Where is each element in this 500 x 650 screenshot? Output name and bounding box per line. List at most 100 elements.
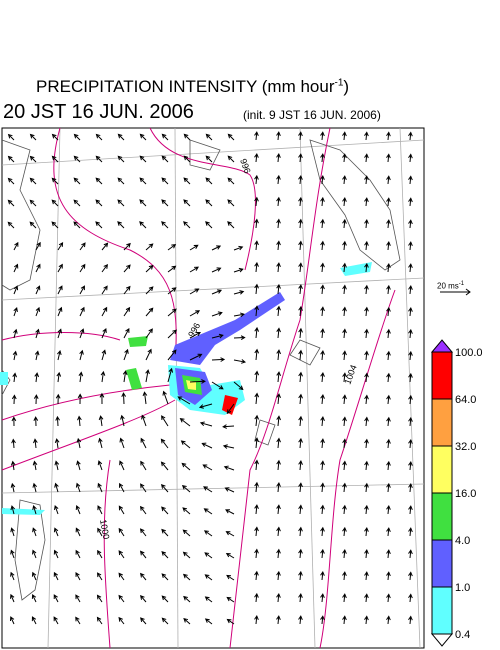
wind-arrow — [7, 221, 15, 229]
wind-scale-sup: -1 — [458, 281, 465, 287]
wind-arrow — [364, 593, 369, 603]
wind-arrow — [223, 465, 235, 471]
wind-arrow — [320, 196, 325, 207]
wind-arrow — [254, 414, 260, 427]
wind-arrow — [183, 177, 191, 185]
wind-arrow — [95, 177, 103, 185]
wind-arrow — [139, 199, 147, 207]
wind-arrow — [11, 416, 17, 427]
wind-arrow — [31, 571, 37, 581]
wind-arrow — [225, 552, 235, 559]
wind-arrow — [101, 349, 107, 361]
wind-arrow — [53, 549, 59, 559]
wind-arrow — [75, 527, 81, 537]
wind-arrow — [101, 328, 107, 339]
wind-arrow — [139, 572, 147, 581]
wind-arrow — [204, 596, 213, 603]
wind-arrow — [95, 133, 103, 141]
wind-arrow — [226, 618, 235, 625]
wind-arrow — [276, 459, 281, 471]
wind-arrow — [97, 460, 103, 471]
colorbar-cap — [430, 633, 454, 647]
wind-arrow — [79, 242, 86, 251]
wind-arrow — [298, 218, 303, 229]
wind-arrow — [182, 529, 191, 537]
wind-arrow — [140, 595, 147, 603]
wind-arrow — [342, 593, 347, 603]
wind-arrow — [101, 306, 108, 317]
wind-arrow — [408, 593, 413, 603]
wind-arrow — [386, 197, 391, 207]
wind-arrow — [11, 394, 17, 405]
wind-arrow — [97, 527, 103, 537]
wind-arrow — [364, 416, 369, 427]
wind-arrow — [198, 403, 213, 409]
wind-arrow — [386, 284, 391, 295]
wind-arrow — [386, 372, 391, 383]
wind-arrow — [118, 594, 125, 603]
wind-arrow — [95, 155, 103, 163]
wind-arrow — [254, 392, 260, 405]
wind-arrow — [298, 482, 303, 493]
wind-arrow — [204, 574, 213, 581]
wind-arrow — [73, 133, 81, 141]
wind-arrow — [33, 438, 38, 449]
wind-arrow — [145, 307, 154, 317]
wind-arrow — [227, 133, 235, 141]
wind-arrow — [364, 175, 369, 185]
wind-arrow — [408, 549, 413, 559]
wind-arrow — [119, 460, 125, 471]
wind-arrow — [161, 617, 169, 625]
wind-arrow — [167, 265, 177, 273]
wind-arrow — [123, 306, 131, 317]
wind-arrow — [12, 350, 18, 361]
wind-arrow — [189, 353, 203, 361]
wind-arrow — [167, 367, 174, 383]
wind-arrow — [226, 574, 235, 581]
wind-arrow — [364, 460, 369, 471]
wind-arrow — [203, 508, 213, 515]
wind-arrow — [254, 174, 259, 185]
wind-arrow — [119, 437, 125, 449]
wind-arrow — [227, 155, 235, 163]
wind-arrow — [408, 285, 413, 295]
wind-arrow — [386, 219, 391, 229]
wind-arrow — [73, 199, 81, 207]
wind-arrow — [161, 177, 169, 185]
wind-arrow — [204, 618, 213, 625]
wind-arrow — [204, 552, 213, 559]
wind-arrow — [386, 549, 391, 559]
wind-arrow — [183, 595, 191, 603]
wind-arrow — [386, 416, 391, 427]
wind-arrow — [342, 284, 347, 295]
wind-arrow — [298, 153, 303, 163]
wind-arrow — [123, 285, 131, 295]
colorbar-band — [431, 398, 453, 447]
wind-arrow — [160, 461, 169, 471]
wind-arrow — [364, 438, 369, 449]
wind-arrow — [96, 616, 103, 625]
colorbar-band — [431, 445, 453, 494]
wind-arrow — [182, 573, 191, 581]
wind-arrow — [117, 199, 125, 207]
wind-arrow — [342, 416, 347, 427]
wind-arrow — [320, 218, 325, 229]
colorbar-label: 1.0 — [455, 582, 470, 594]
wind-arrow — [95, 199, 103, 207]
wind-arrow — [96, 594, 103, 603]
wind-arrow — [386, 615, 391, 625]
wind-arrow — [276, 437, 281, 449]
wind-arrow — [227, 199, 235, 207]
wind-arrow — [97, 572, 103, 581]
wind-arrow — [224, 487, 235, 493]
wind-arrow — [12, 372, 17, 383]
wind-arrow — [254, 283, 259, 295]
wind-arrow — [75, 482, 81, 493]
wind-arrow — [57, 242, 64, 251]
wind-arrow — [51, 199, 59, 207]
wind-arrow — [276, 592, 281, 603]
wind-arrow — [160, 484, 169, 493]
wind-arrow — [34, 372, 40, 383]
wind-arrow — [199, 421, 213, 427]
wind-arrow — [145, 328, 153, 339]
